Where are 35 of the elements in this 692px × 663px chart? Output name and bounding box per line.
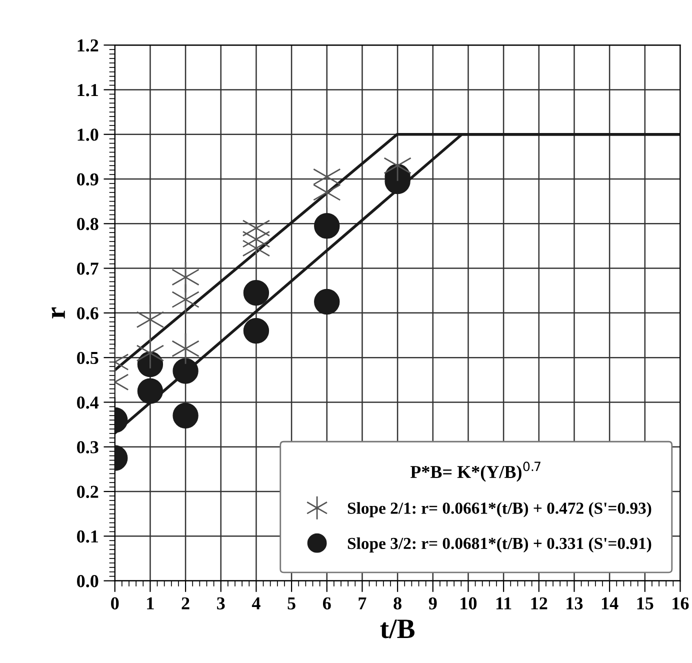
x-tick-label: 6 [322,597,331,610]
x-tick-label: 12 [531,597,548,610]
x-tick-label: 16 [672,597,689,610]
x-tick-label: 5 [288,597,296,610]
y-tick-label: 0.3 [77,441,98,454]
x-tick-label: 13 [566,597,583,610]
y-tick-label: 0.1 [77,530,98,543]
y-tick-label: 0.8 [77,218,98,230]
x-tick-label: 8 [394,597,402,610]
x-tick-label: 14 [602,597,618,610]
x-tick-label: 0 [111,597,119,610]
y-tick-label: 0.4 [77,396,99,409]
x-tick-label: 11 [496,597,512,610]
y-axis-title: r [52,307,65,318]
y-tick-label: 0.5 [77,352,98,364]
legend-title: P*B= K*(Y/B)$^{0.7}$ [410,462,540,482]
y-tick-label: 1.1 [78,84,98,96]
x-tick-label: 3 [217,597,225,610]
x-tick-label: 10 [460,597,477,610]
y-tick-label: 0.2 [77,486,98,498]
y-tick-label: 0.0 [77,575,98,588]
x-tick-label: 7 [358,597,366,610]
y-tick-label: 0.7 [77,262,98,275]
y-tick-label: 1.0 [78,128,98,141]
legend-label: Slope 2/1: r= 0.0661*(t/B) + 0.472 (S'=0.93) [348,502,652,518]
y-tick-label: 0.6 [77,307,98,320]
x-axis-title: t/B [380,620,415,638]
x-tick-label: 4 [252,597,260,610]
y-tick-label: 1.2 [78,39,98,52]
x-tick-label: 15 [637,597,654,610]
x-tick-label: 1 [147,597,154,610]
x-tick-label: 2 [182,597,190,610]
legend-label: Slope 3/2: r= 0.0681*(t/B) + 0.331 (S'=0.91) [348,537,652,552]
y-tick-label: 0.9 [77,173,98,186]
x-tick-label: 9 [428,597,437,610]
